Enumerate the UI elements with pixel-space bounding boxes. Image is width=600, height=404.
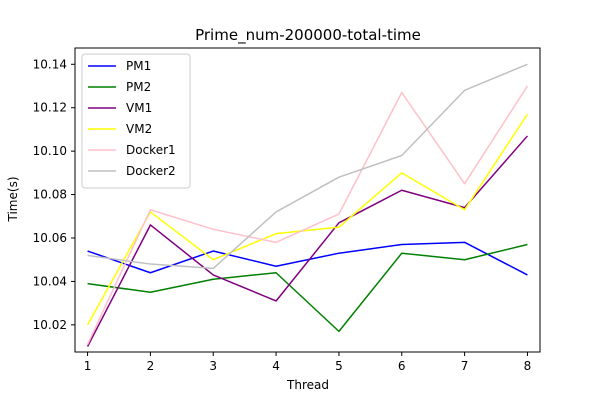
x-tick-label: 5 — [335, 359, 343, 373]
y-tick-label: 10.08 — [33, 188, 67, 202]
legend-label-vm1: VM1 — [126, 101, 152, 115]
y-tick-label: 10.02 — [33, 318, 67, 332]
y-tick-label: 10.06 — [33, 231, 67, 245]
series-line-vm2 — [86, 113, 529, 326]
legend: PM1 PM2 VM1 VM2 Docker1 Docker2 — [81, 53, 191, 189]
y-tick-label: 10.04 — [33, 274, 67, 288]
x-axis: 1 2 3 4 5 6 7 8 — [84, 352, 532, 373]
y-axis: 10.02 10.04 10.06 10.08 10.10 10.12 10.14 — [33, 57, 75, 332]
x-tick-label: 8 — [524, 359, 532, 373]
series-line-docker2 — [87, 63, 528, 270]
x-axis-label: Thread — [286, 378, 329, 392]
series-lines — [86, 63, 529, 347]
legend-label-docker2: Docker2 — [126, 164, 176, 178]
chart-title: Prime_num-200000-total-time — [195, 26, 421, 45]
series-line-vm1 — [86, 135, 528, 347]
x-tick-label: 4 — [272, 359, 280, 373]
legend-label-vm2: VM2 — [126, 122, 152, 136]
legend-label-pm2: PM2 — [126, 80, 151, 94]
plot-frame — [74, 47, 541, 353]
y-axis-label: Time(s) — [6, 177, 20, 223]
x-tick-label: 3 — [209, 359, 217, 373]
series-line-pm2 — [87, 243, 528, 333]
legend-label-pm1: PM1 — [126, 59, 151, 73]
legend-label-docker1: Docker1 — [126, 143, 176, 157]
series-line-docker1 — [86, 85, 529, 345]
series-line-pm1 — [87, 241, 528, 276]
x-tick-label: 6 — [398, 359, 406, 373]
y-tick-label: 10.14 — [33, 57, 67, 71]
y-tick-label: 10.12 — [33, 101, 67, 115]
x-tick-label: 7 — [461, 359, 469, 373]
y-tick-label: 10.10 — [33, 144, 67, 158]
x-tick-label: 1 — [84, 359, 92, 373]
x-tick-label: 2 — [147, 359, 155, 373]
